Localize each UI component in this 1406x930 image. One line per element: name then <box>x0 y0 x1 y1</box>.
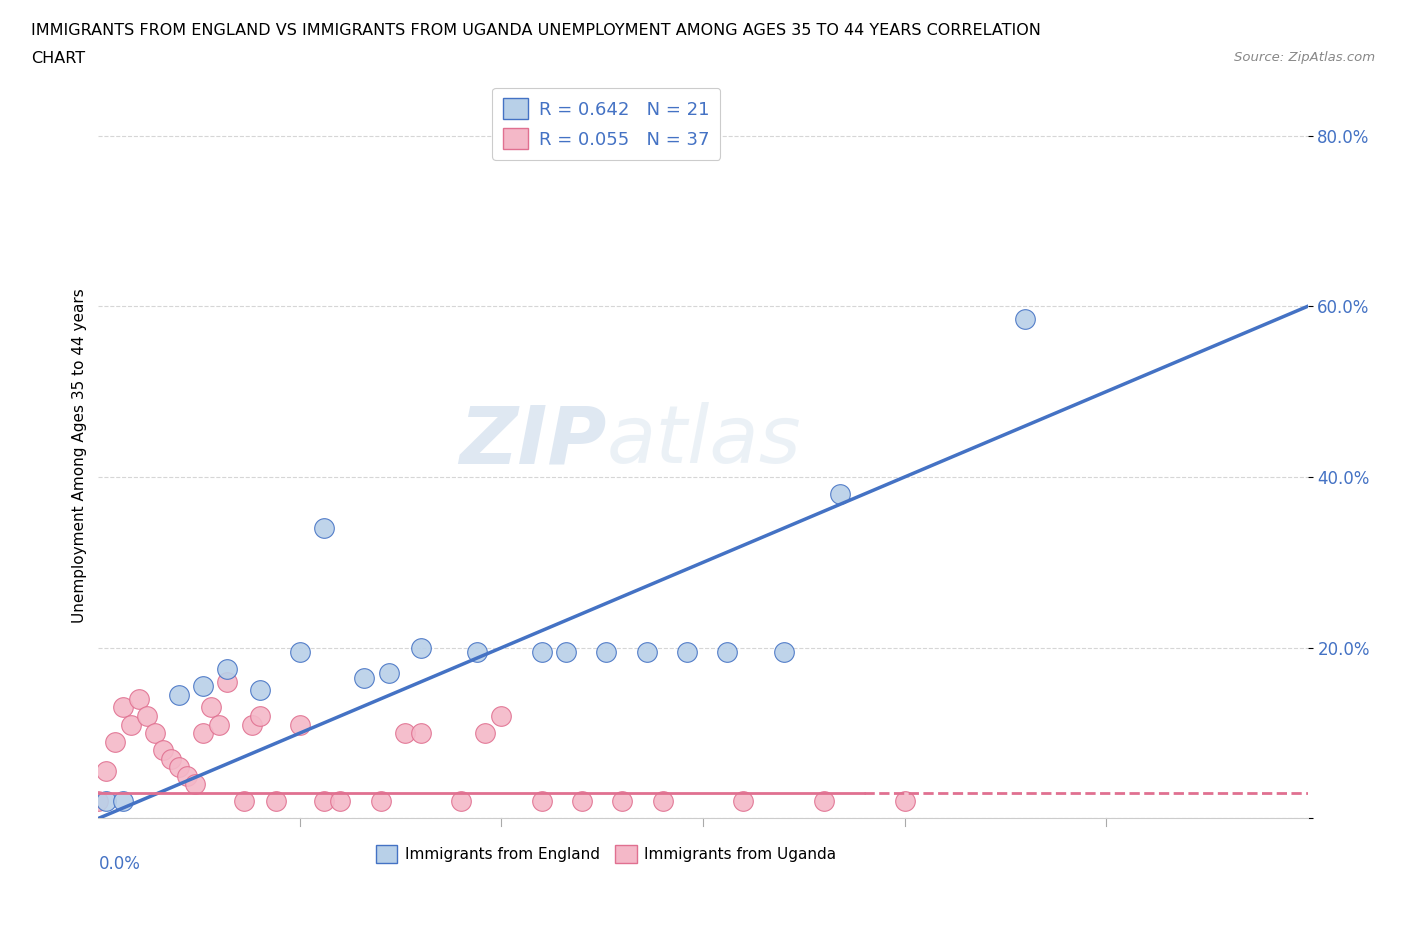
Point <box>232 794 254 809</box>
Y-axis label: Unemployment Among Ages 35 to 44 years: Unemployment Among Ages 35 to 44 years <box>72 288 87 623</box>
Point <box>828 486 851 501</box>
Point <box>595 644 617 659</box>
Point <box>530 794 553 809</box>
Point <box>530 644 553 659</box>
Point <box>167 760 190 775</box>
Point <box>676 644 699 659</box>
Point <box>87 794 110 809</box>
Point <box>314 521 336 536</box>
Point <box>184 777 207 791</box>
Point <box>636 644 658 659</box>
Point <box>135 709 157 724</box>
Text: ZIP: ZIP <box>458 402 606 480</box>
Point <box>167 687 190 702</box>
Point <box>394 725 416 740</box>
Point <box>160 751 183 766</box>
Point <box>264 794 287 809</box>
Point <box>111 700 134 715</box>
Point <box>329 794 352 809</box>
Point <box>288 644 311 659</box>
Point <box>409 640 432 655</box>
Point <box>152 743 174 758</box>
Point <box>465 644 488 659</box>
Text: atlas: atlas <box>606 402 801 480</box>
Point <box>217 674 239 689</box>
Point <box>716 644 738 659</box>
Point <box>370 794 392 809</box>
Point <box>96 794 118 809</box>
Point <box>491 709 513 724</box>
Point <box>193 725 215 740</box>
Point <box>474 725 496 740</box>
Point <box>651 794 673 809</box>
Point <box>813 794 835 809</box>
Point <box>208 717 231 732</box>
Point <box>288 717 311 732</box>
Point <box>249 709 271 724</box>
Point <box>571 794 593 809</box>
Point <box>377 666 399 681</box>
Point <box>143 725 166 740</box>
Point <box>111 794 134 809</box>
Point <box>893 794 915 809</box>
Point <box>1014 312 1036 326</box>
Point <box>193 679 215 694</box>
Point <box>120 717 142 732</box>
Point <box>353 671 375 685</box>
Text: IMMIGRANTS FROM ENGLAND VS IMMIGRANTS FROM UGANDA UNEMPLOYMENT AMONG AGES 35 TO : IMMIGRANTS FROM ENGLAND VS IMMIGRANTS FR… <box>31 23 1040 38</box>
Point <box>733 794 755 809</box>
Point <box>612 794 634 809</box>
Text: 0.0%: 0.0% <box>98 855 141 872</box>
Point <box>314 794 336 809</box>
Point <box>555 644 578 659</box>
Point <box>450 794 472 809</box>
Point <box>217 661 239 676</box>
Point <box>176 768 198 783</box>
Text: CHART: CHART <box>31 51 84 66</box>
Point <box>96 764 118 779</box>
Point <box>772 644 794 659</box>
Point <box>240 717 263 732</box>
Text: Source: ZipAtlas.com: Source: ZipAtlas.com <box>1234 51 1375 64</box>
Point <box>200 700 222 715</box>
Legend: Immigrants from England, Immigrants from Uganda: Immigrants from England, Immigrants from… <box>370 839 842 869</box>
Point <box>103 734 125 749</box>
Point <box>249 683 271 698</box>
Point <box>128 692 150 707</box>
Point <box>409 725 432 740</box>
